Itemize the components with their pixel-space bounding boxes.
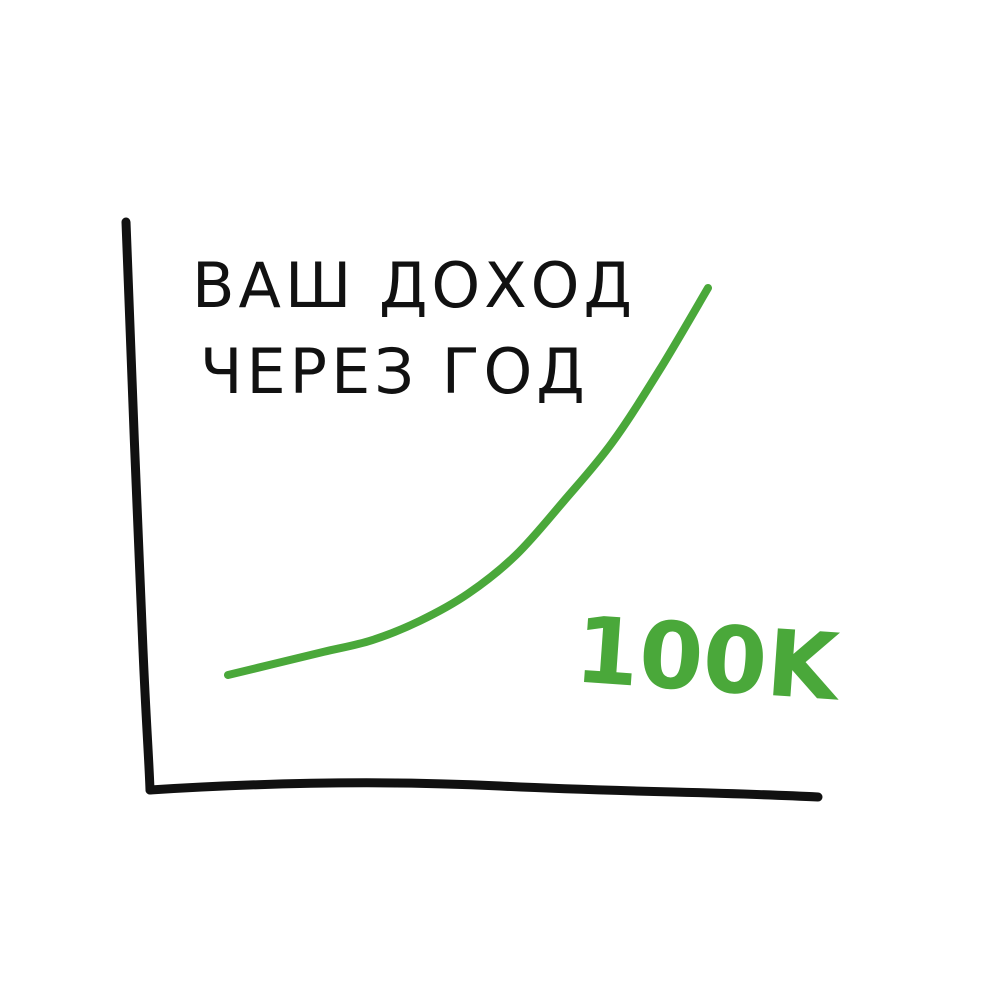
value-annotation: 100K xyxy=(572,596,846,721)
series-line-0 xyxy=(224,284,712,679)
chart-title-line-1: ВАШ ДОХОД xyxy=(192,249,636,322)
x-axis xyxy=(145,778,823,802)
series-layer xyxy=(224,284,712,679)
chart-title-line-2: ЧЕРЕЗ ГОД xyxy=(200,335,589,408)
y-axis xyxy=(121,217,155,795)
